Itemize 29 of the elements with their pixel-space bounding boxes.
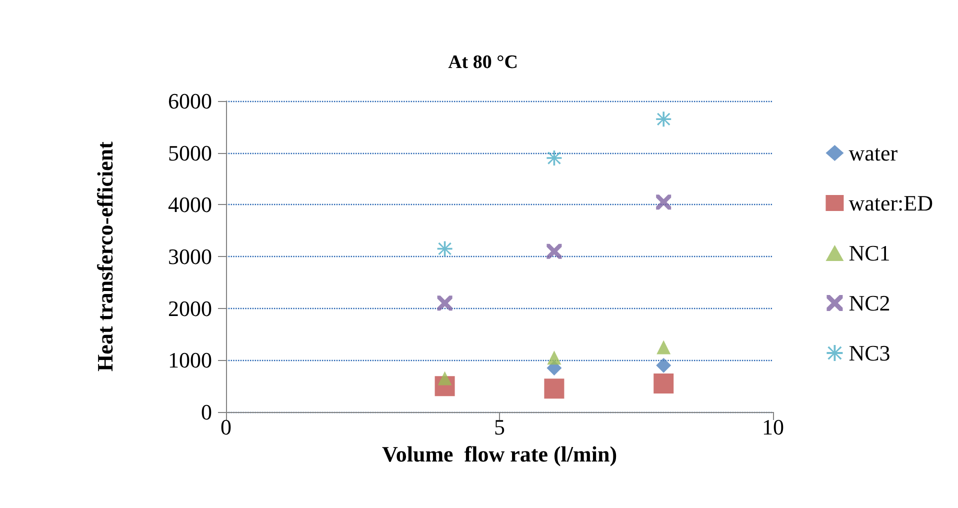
point: [656, 358, 672, 373]
y-tick-label: 4000: [168, 192, 212, 218]
point: [547, 350, 562, 365]
y-tick-label: 6000: [168, 88, 212, 114]
legend-label: NC3: [848, 340, 890, 366]
point: [544, 378, 564, 399]
y-axis-title: Heat transferco-efficient: [92, 140, 118, 372]
x-tick-label: 10: [762, 414, 784, 440]
x-tick-label: 5: [494, 414, 505, 440]
point: [546, 150, 562, 166]
legend-label: water: [848, 140, 898, 166]
point: [437, 296, 452, 311]
point: [656, 112, 672, 127]
x-axis-title: Volume flow rate (l/min): [382, 441, 618, 466]
y-tick-label: 2000: [168, 296, 212, 321]
legend-label: NC2: [848, 290, 890, 316]
point: [656, 194, 672, 210]
legend-label: NC1: [848, 240, 890, 266]
x-tick-label: 0: [220, 414, 232, 440]
point: [437, 241, 452, 256]
point: [546, 244, 562, 259]
y-tick-label: 1000: [168, 348, 212, 373]
legend-label: water:ED: [848, 190, 934, 216]
point: [654, 373, 674, 394]
y-tick-label: 3000: [168, 244, 212, 269]
y-tick-label: 5000: [168, 140, 212, 166]
point: [656, 340, 671, 354]
point: [438, 371, 452, 386]
chart-title: At 80 °C: [448, 52, 518, 73]
